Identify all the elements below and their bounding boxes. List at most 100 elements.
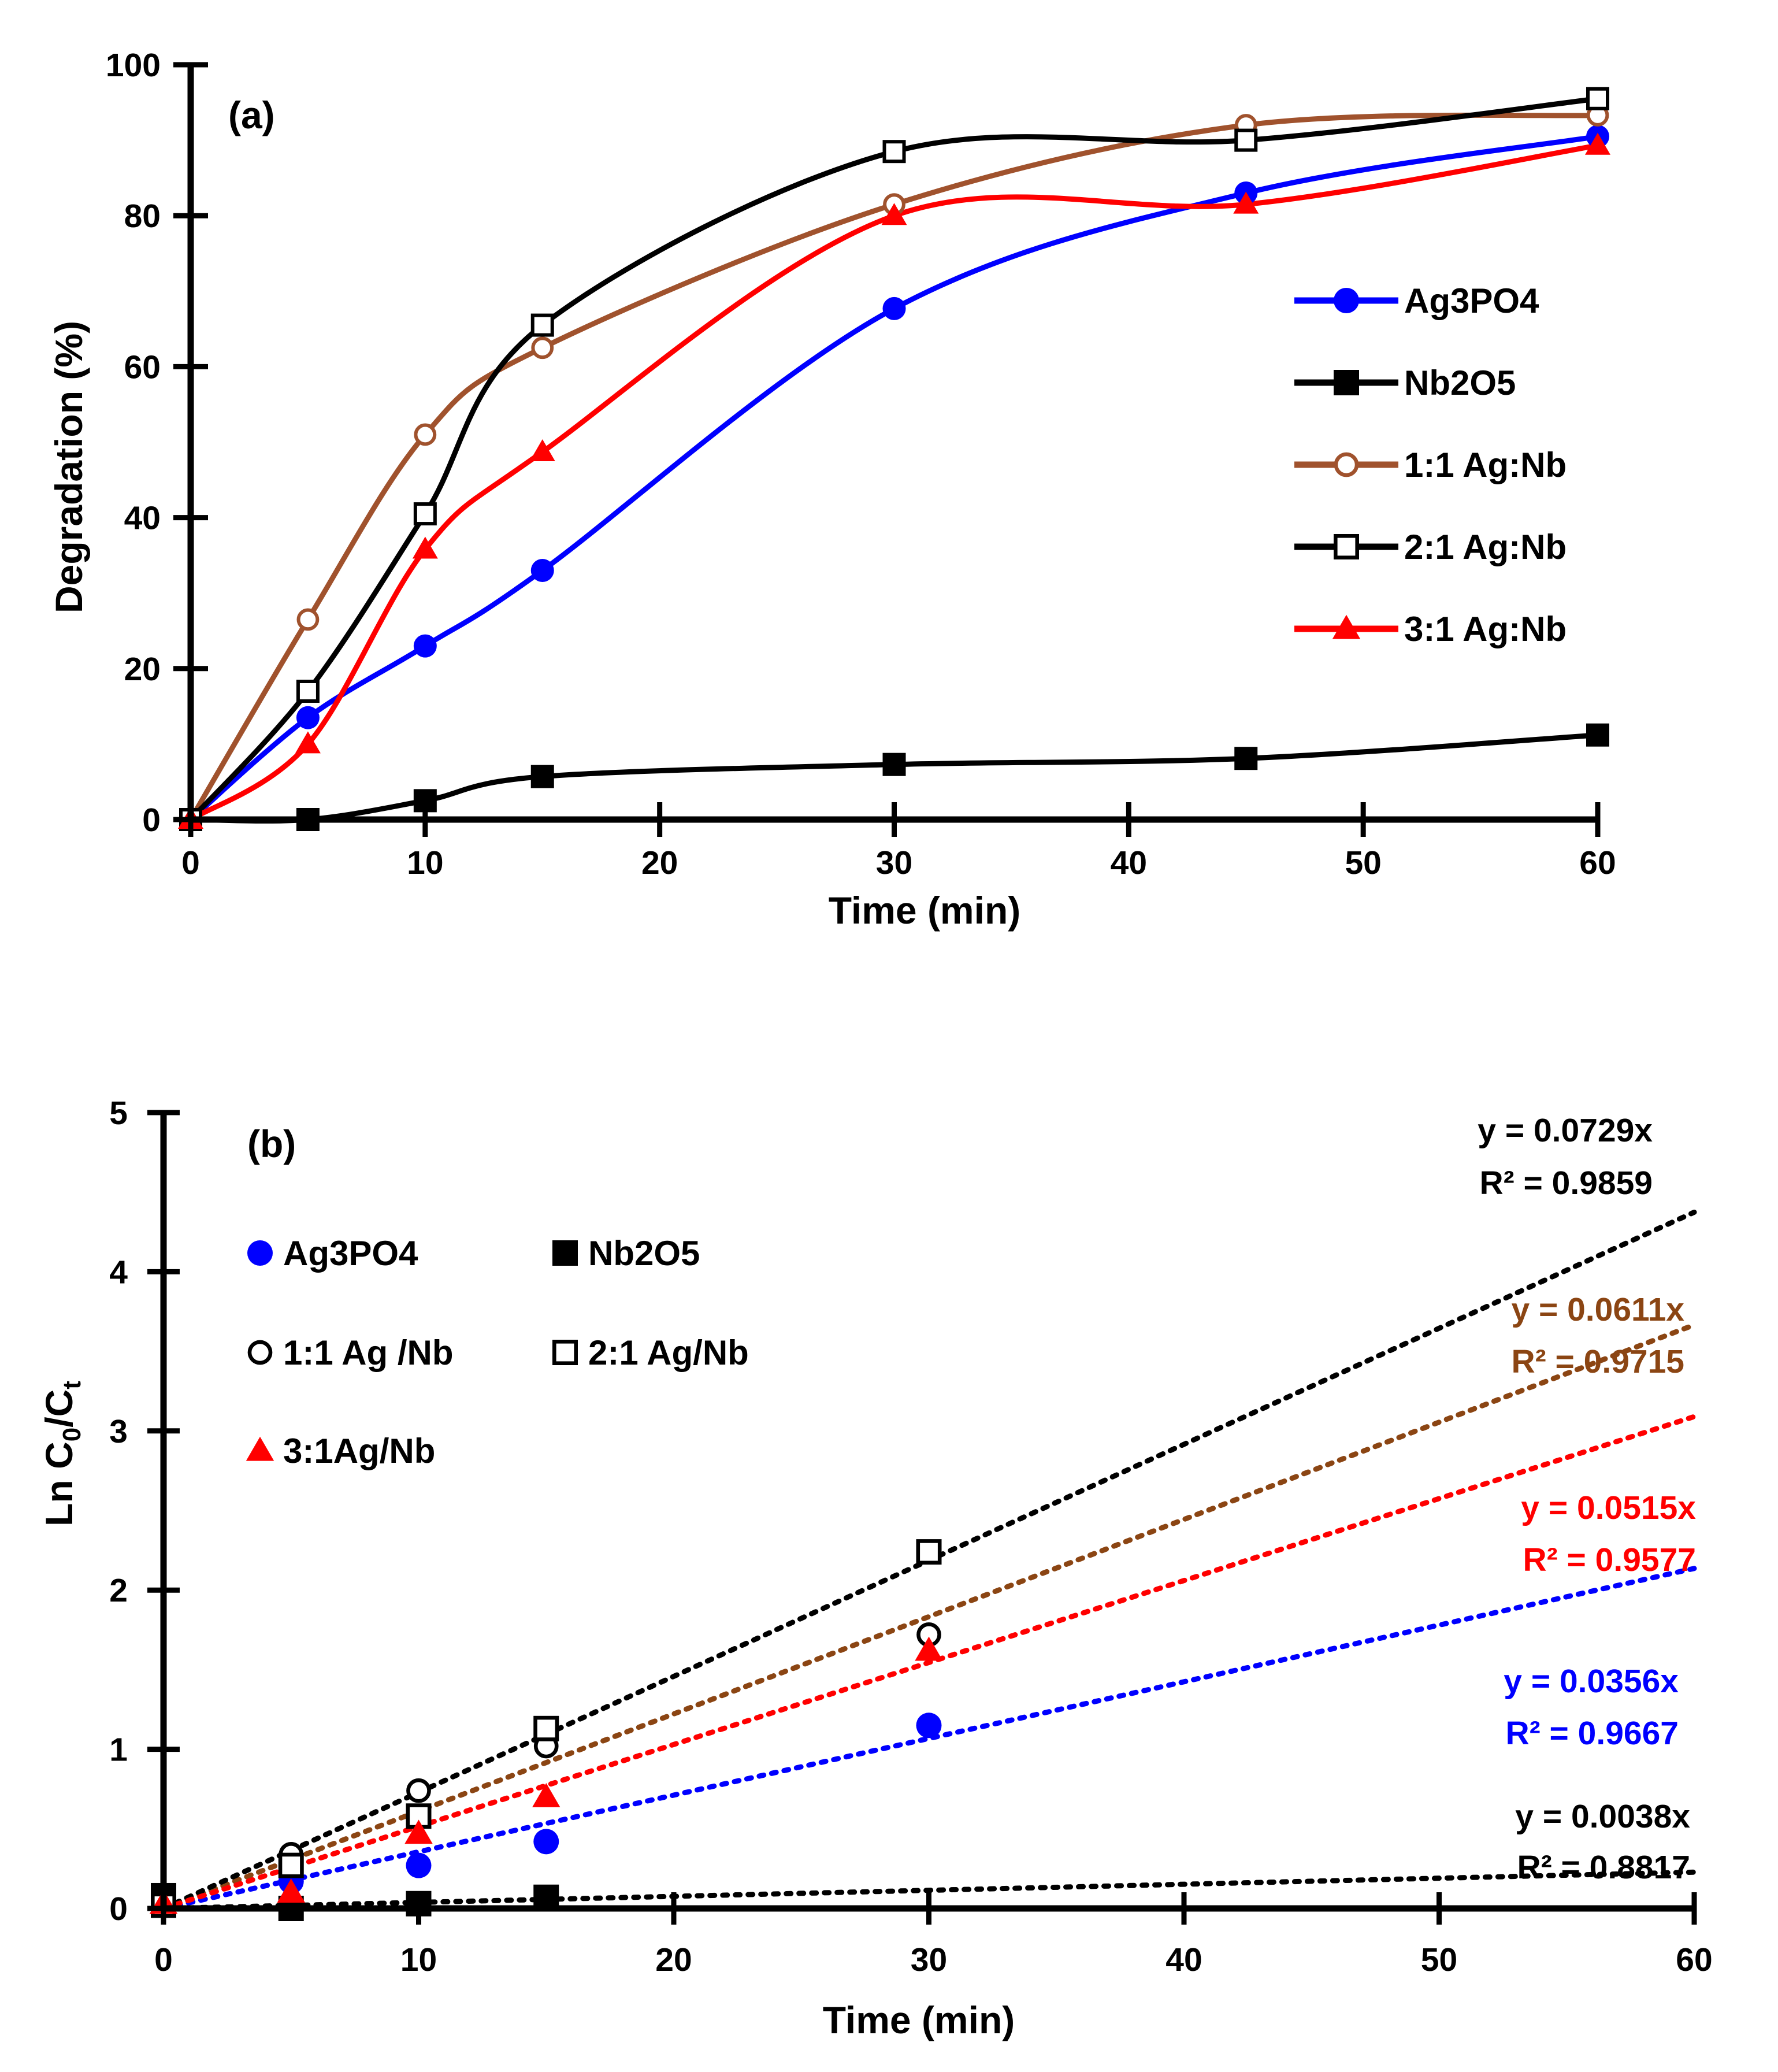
chart-a-legend-label: 2:1 Ag:Nb xyxy=(1404,528,1567,566)
chart-b-trendline-equation: y = 0.0611x xyxy=(1511,1291,1684,1328)
chart-b-x-axis-label: Time (min) xyxy=(823,1999,1015,2041)
chart-a-legend-marker xyxy=(1334,452,1359,477)
chart-b-data-point xyxy=(915,1636,943,1661)
chart-a-data-point xyxy=(530,313,554,337)
chart-b-legend-label: 3:1Ag/Nb xyxy=(283,1432,435,1470)
chart-a-legend-marker xyxy=(1334,288,1359,313)
chart-a-y-tick-label: 60 xyxy=(124,349,161,386)
y-label-slash: /C xyxy=(38,1389,80,1428)
chart-b-data-point xyxy=(406,1852,432,1878)
chart-b-data-point xyxy=(916,1713,942,1739)
chart-a-x-tick-label: 20 xyxy=(641,844,678,881)
chart-b-legend-label: Nb2O5 xyxy=(588,1234,700,1273)
chart-a-data-point xyxy=(530,765,554,788)
chart-a-legend-label: Ag3PO4 xyxy=(1404,281,1539,320)
chart-a-series-line xyxy=(189,143,1598,822)
chart-b-trendline-r2: R² = 0.8817 xyxy=(1517,1849,1690,1886)
chart-a-y-tick-label: 40 xyxy=(124,500,161,537)
chart-b-y-tick-label: 3 xyxy=(109,1413,128,1450)
chart-b-x-tick-label: 0 xyxy=(154,1941,173,1978)
chart-b-data-point xyxy=(278,1852,304,1878)
chart-b-trendline-r2: R² = 0.9859 xyxy=(1480,1165,1653,1202)
chart-b-x-tick-label: 50 xyxy=(1421,1941,1457,1978)
chart-a-data-point xyxy=(413,502,437,526)
chart-a-x-tick-label: 10 xyxy=(407,844,443,881)
chart-b-legend-marker xyxy=(552,1340,578,1366)
chart-a-x-tick-label: 40 xyxy=(1111,844,1147,881)
chart-a-x-axis-label: Time (min) xyxy=(829,889,1020,932)
chart-b-x-tick-label: 20 xyxy=(655,1941,692,1978)
chart-a-x-tick-label: 0 xyxy=(181,844,200,881)
chart-b-x-tick-label: 40 xyxy=(1165,1941,1202,1978)
chart-a-legend-label: 3:1 Ag:Nb xyxy=(1404,610,1567,648)
chart-a-x-tick-label: 30 xyxy=(876,844,912,881)
chart-a-y-tick-label: 100 xyxy=(106,47,161,84)
chart-a-data-point xyxy=(1234,747,1258,770)
chart-b-y-axis-label: Ln C0/Ct xyxy=(38,1381,86,1526)
chart-b-trendline-r2: R² = 0.9577 xyxy=(1523,1541,1696,1578)
chart-a: 0 20 40 60 80 100 0 10 20 30 40 50 60 (a) Time (min)… xyxy=(47,47,1616,932)
chart-b-data-point xyxy=(533,1715,559,1741)
chart-a-axes xyxy=(187,65,1598,823)
chart-a-data-point xyxy=(1586,87,1609,110)
chart-a-legend-label: 1:1 Ag:Nb xyxy=(1404,446,1567,484)
chart-b-trendline-equations: y = 0.0356x R² = 0.9667 y = 0.0038x R² = 0.… xyxy=(1478,1112,1696,1886)
chart-a-data-point xyxy=(882,753,906,776)
chart-b-y-tick-label: 2 xyxy=(109,1572,128,1609)
chart-b-legend: Ag3PO4 Nb2O5 1:1 Ag /Nb 2:1 Ag/Nb 3:1Ag/Nb xyxy=(246,1234,749,1470)
chart-a-data-point xyxy=(531,336,554,359)
chart-a-data-point xyxy=(1234,128,1258,152)
chart-a-legend-marker xyxy=(1334,370,1359,395)
chart-b-legend-label: 1:1 Ag /Nb xyxy=(283,1333,453,1372)
chart-b-legend-marker xyxy=(247,1240,273,1266)
chart-a-legend-marker xyxy=(1334,533,1360,559)
chart-b-data-point xyxy=(404,1819,433,1844)
y-label-main: Ln C xyxy=(38,1441,80,1526)
chart-a-data-point xyxy=(296,608,320,631)
chart-a-data-point xyxy=(295,731,321,754)
chart-a-legend-label: Nb2O5 xyxy=(1404,364,1516,402)
chart-a-x-tick-label: 50 xyxy=(1345,844,1381,881)
chart-a-panel-label: (a) xyxy=(228,94,275,136)
chart-a-x-tick-label: 60 xyxy=(1579,844,1616,881)
chart-a-data-point xyxy=(413,634,437,658)
chart-b-trendline xyxy=(161,1414,1697,1911)
chart-b-trendline xyxy=(161,1566,1697,1911)
chart-b-legend-marker xyxy=(552,1240,578,1266)
chart-a-legend-marker xyxy=(1332,614,1361,639)
chart-a-y-tick-label: 20 xyxy=(124,651,161,688)
chart-a-data-point xyxy=(296,679,320,703)
chart-a-data-point xyxy=(1233,191,1259,214)
chart-b-trendline-equation: y = 0.0729x xyxy=(1478,1112,1653,1149)
chart-a-data-point xyxy=(1585,132,1610,155)
y-label-sub1: t xyxy=(58,1381,86,1389)
chart-a-data-point xyxy=(881,203,907,225)
chart-b-y-tick-label: 1 xyxy=(109,1732,128,1769)
chart-b-y-tick-label: 0 xyxy=(109,1891,128,1928)
y-label-sub0: 0 xyxy=(58,1428,86,1441)
chart-a-series-line xyxy=(190,732,1598,824)
chart-b-trendline-equation: y = 0.0356x xyxy=(1504,1663,1679,1700)
chart-b-data-point xyxy=(532,1783,561,1807)
chart-a-data-point xyxy=(296,706,320,729)
chart-b-legend-marker xyxy=(247,1340,273,1365)
chart-a-series-line xyxy=(188,96,1598,822)
chart-a-data-point xyxy=(882,140,906,164)
chart-b-y-tick-label: 5 xyxy=(109,1095,128,1132)
chart-a-y-axis-label: Degradation (%) xyxy=(47,321,90,613)
chart-b-trendline-r2: R² = 0.9667 xyxy=(1506,1715,1679,1752)
chart-a-y-tick-label: 80 xyxy=(124,198,161,235)
chart-b-data-point xyxy=(277,1878,305,1903)
chart-a-data-point xyxy=(414,423,437,446)
chart-b-trendline xyxy=(161,1322,1697,1911)
chart-a-data-point xyxy=(412,536,438,559)
chart-b-data-point xyxy=(916,1539,942,1565)
chart-b-trendline-r2: R² = 0.9715 xyxy=(1512,1343,1684,1380)
chart-b-legend-label: 2:1 Ag/Nb xyxy=(588,1333,749,1372)
chart-b-legend-marker xyxy=(246,1436,274,1461)
chart-b-axes xyxy=(160,1113,1694,1912)
chart-b-trendline-equation: y = 0.0515x xyxy=(1521,1489,1696,1526)
chart-b-data-point xyxy=(406,1778,431,1803)
